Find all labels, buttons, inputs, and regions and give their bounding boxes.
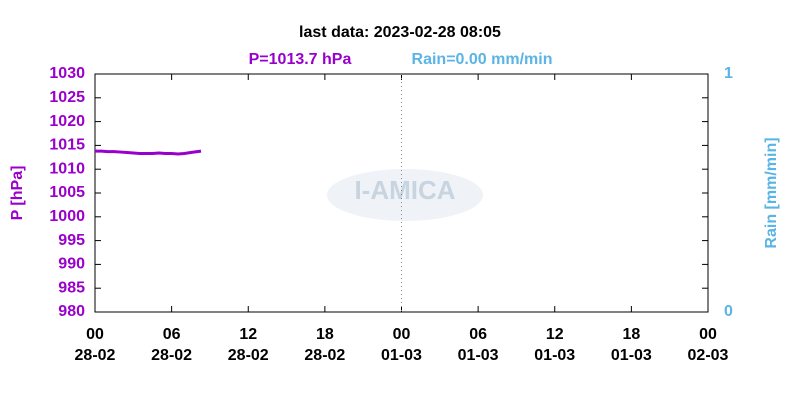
x-tick-label: 06: [163, 326, 181, 343]
y-tick-label: 1000: [49, 208, 85, 225]
x-tick-label: 00: [86, 326, 104, 343]
chart-title: last data: 2023-02-28 08:05: [299, 24, 501, 41]
x-tick-label: 02-03: [688, 347, 729, 364]
x-tick-label: 00: [393, 326, 411, 343]
x-tick-label: 28-02: [228, 347, 269, 364]
x-tick-label: 01-03: [381, 347, 422, 364]
current-label: Rain=0.00 mm/min: [412, 51, 553, 68]
y-tick-label: 1030: [49, 65, 85, 82]
y-tick-label: 1025: [49, 89, 85, 106]
x-tick-label: 28-02: [304, 347, 345, 364]
y-tick-label: 995: [58, 232, 85, 249]
x-tick-label: 12: [239, 326, 257, 343]
x-tick-label: 28-02: [151, 347, 192, 364]
x-tick-label: 18: [316, 326, 334, 343]
y-tick-label: 980: [58, 303, 85, 320]
y2-axis-label: Rain [mm/min]: [763, 137, 780, 248]
y-tick-label: 1010: [49, 160, 85, 177]
x-tick-label: 28-02: [75, 347, 116, 364]
x-tick-label: 00: [699, 326, 717, 343]
y-tick-label: 1015: [49, 137, 85, 154]
y-tick-label: 990: [58, 256, 85, 273]
y-tick-label: 1005: [49, 184, 85, 201]
x-tick-label: 06: [469, 326, 487, 343]
x-tick-label: 01-03: [534, 347, 575, 364]
y2-tick-label: 0: [724, 303, 733, 320]
x-tick-label: 12: [546, 326, 564, 343]
y-tick-label: 985: [58, 279, 85, 296]
y2-tick-label: 1: [724, 65, 733, 82]
watermark: I-AMICA: [354, 175, 455, 205]
x-tick-label: 18: [622, 326, 640, 343]
y-axis-label: P [hPa]: [9, 166, 26, 221]
y-tick-label: 1020: [49, 113, 85, 130]
watermark-shape: [327, 169, 483, 221]
current-label: P=1013.7 hPa: [249, 51, 352, 68]
x-tick-label: 01-03: [458, 347, 499, 364]
x-tick-label: 01-03: [611, 347, 652, 364]
series-line: [95, 149, 202, 156]
